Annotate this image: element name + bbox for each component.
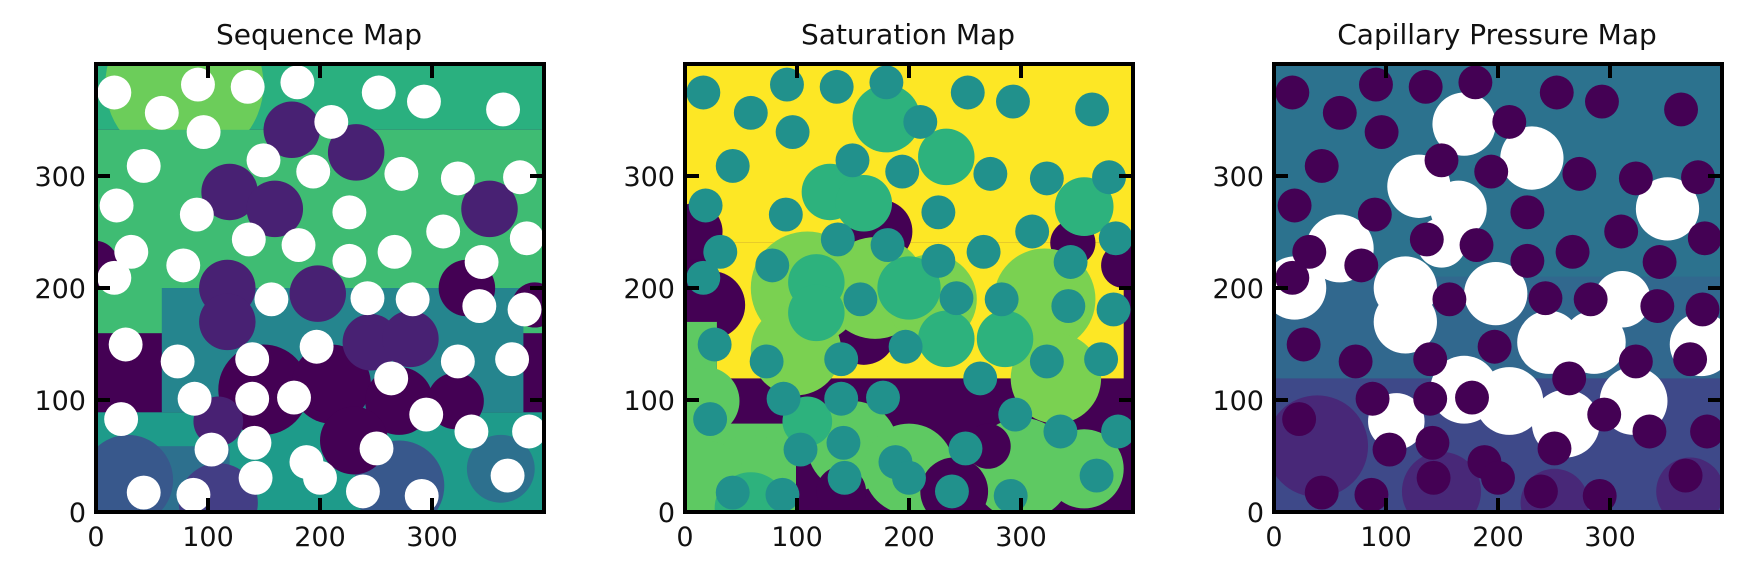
y-tick-label: 300 [1212,162,1264,193]
capillary-grains [1275,65,1724,513]
capillary-map-plot [1272,62,1724,514]
sequence-map-panel [94,62,546,514]
x-tick-label: 100 [182,522,234,553]
y-tick-label: 200 [34,274,86,305]
y-tick-label: 0 [658,498,675,529]
x-tick-label: 200 [883,522,935,553]
x-tick-label: 0 [676,522,693,553]
saturation-map-plot [683,62,1135,514]
capillary-map-panel [1272,62,1724,514]
y-tick-label: 100 [623,386,675,417]
sequence-map-plot [94,62,546,514]
saturation-grains [686,65,1135,513]
x-tick-label: 100 [771,522,823,553]
x-tick-label: 100 [1360,522,1412,553]
panel-title-capillary: Capillary Pressure Map [1337,18,1657,51]
panel-title-saturation: Saturation Map [801,18,1015,51]
y-tick-label: 200 [1212,274,1264,305]
x-tick-label: 200 [294,522,346,553]
y-tick-label: 300 [623,162,675,193]
y-tick-label: 0 [69,498,86,529]
x-tick-label: 300 [995,522,1047,553]
axes-layer: 0 100 200 300 0 100 200 300 0 100 200 300 0 100 200 300… [34,64,1722,553]
x-tick-label: 300 [1584,522,1636,553]
y-tick-label: 100 [34,386,86,417]
solid-grains-sequence [97,65,546,513]
panel-title-sequence: Sequence Map [216,18,422,51]
y-tick-label: 100 [1212,386,1264,417]
x-tick-label: 300 [406,522,458,553]
x-tick-label: 0 [1265,522,1282,553]
masked-regions [1272,92,1724,458]
y-tick-label: 200 [623,274,675,305]
x-tick-label: 0 [87,522,104,553]
y-tick-label: 300 [34,162,86,193]
saturation-map-panel [683,62,1135,514]
y-tick-label: 0 [1247,498,1264,529]
x-tick-label: 200 [1472,522,1524,553]
